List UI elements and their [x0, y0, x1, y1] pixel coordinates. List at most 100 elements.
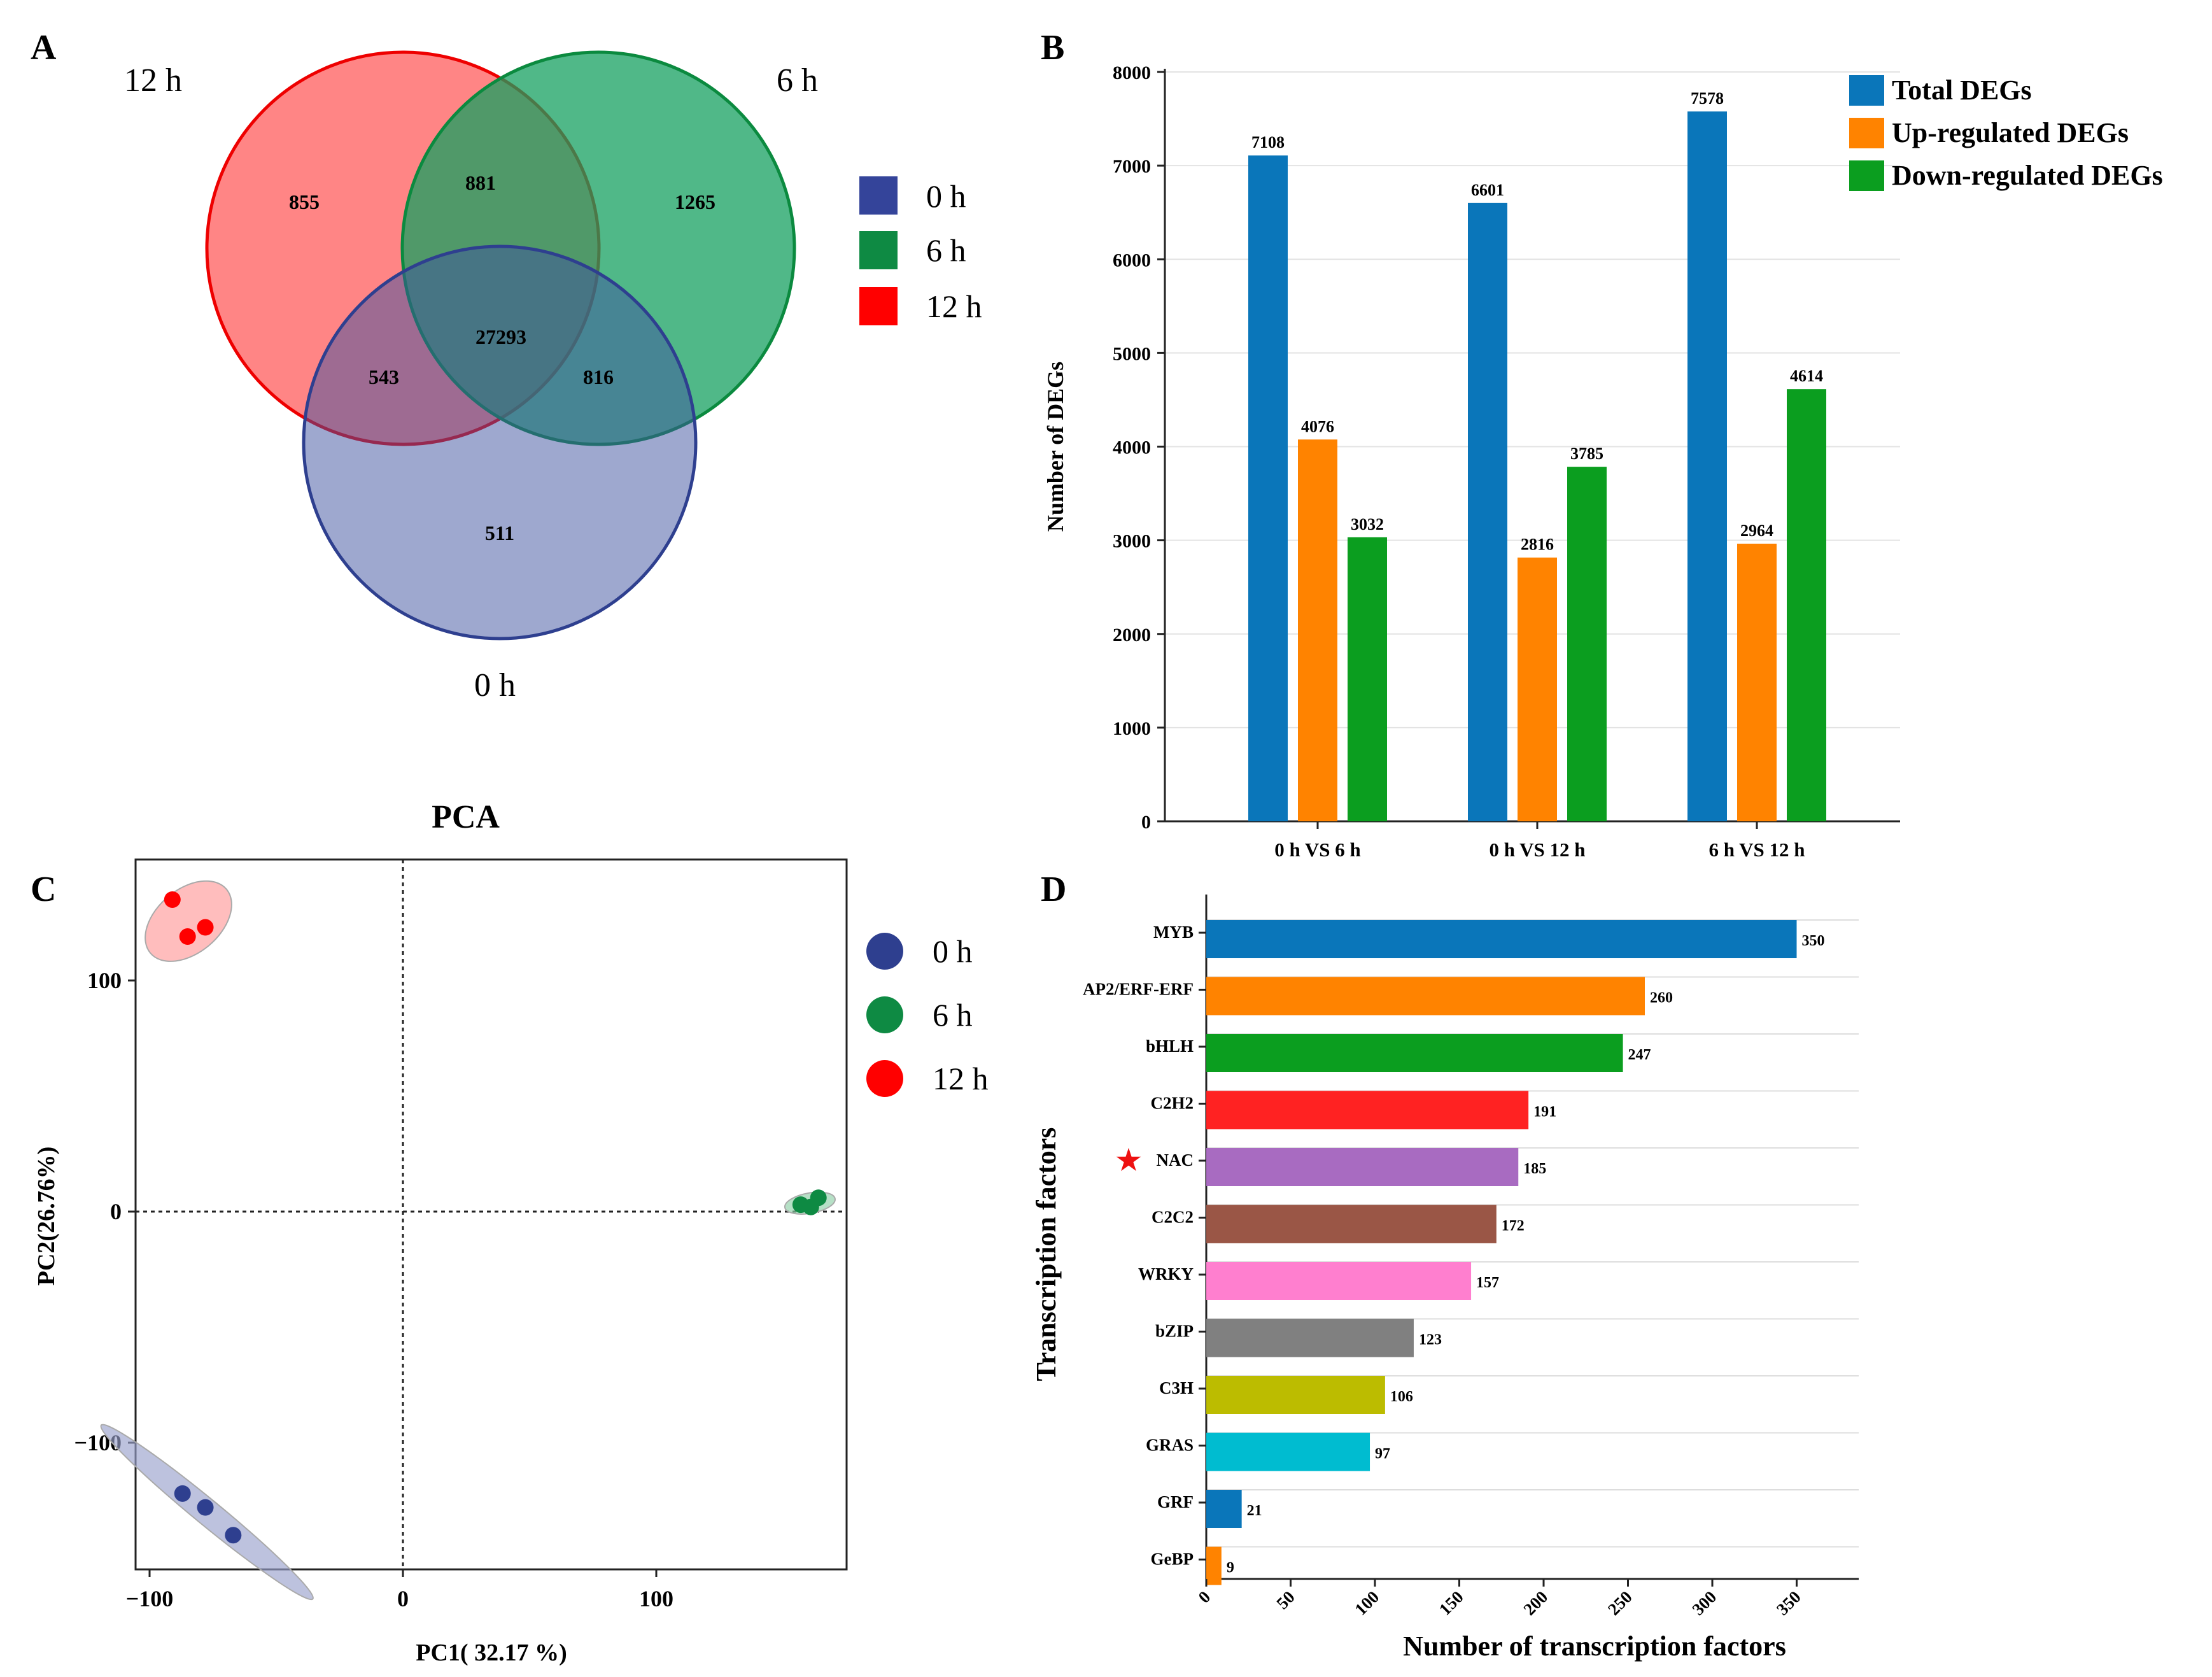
b-bar-value-label: 3032 — [1351, 515, 1384, 534]
d-bar-value-label: 191 — [1533, 1104, 1556, 1121]
panel-label-d: D — [1041, 870, 1066, 909]
c-legend-label: 6 h — [933, 997, 973, 1033]
venn-set-label-0h: 0 h — [474, 667, 516, 704]
d-x-tick-label: 150 — [1435, 1587, 1467, 1619]
b-legend-swatch — [1849, 160, 1884, 191]
b-bar — [1248, 155, 1288, 822]
b-y-tick-label: 7000 — [1113, 156, 1151, 177]
c-y-axis-title: PC2(26.76%) — [33, 1147, 60, 1285]
b-x-tick-label: 0 h VS 6 h — [1274, 838, 1361, 861]
d-x-axis-title: Number of transcription factors — [1403, 1631, 1786, 1662]
b-bar — [1348, 537, 1387, 821]
venn-value-12h-0h: 543 — [369, 365, 399, 388]
b-bar-value-label: 4614 — [1790, 367, 1823, 385]
deg-bar-chart: 0 1000 2000 3000 4000 5000 6000 7000 8000 Number … — [1043, 62, 2163, 861]
panel-label-b: B — [1041, 28, 1064, 67]
c-x-tick-label: −100 — [126, 1586, 174, 1611]
b-y-tick-label: 3000 — [1113, 531, 1151, 552]
d-x-tick-label: 300 — [1688, 1587, 1720, 1619]
b-bar-value-label: 7578 — [1691, 89, 1724, 108]
venn-value-only-6h: 1265 — [675, 190, 715, 213]
d-x-tick-label: 100 — [1351, 1587, 1383, 1619]
d-x-tick-label: 200 — [1519, 1587, 1551, 1619]
d-bar — [1206, 1319, 1414, 1357]
d-y-tick-label: NAC — [1157, 1150, 1194, 1170]
b-x-tick-label: 0 h VS 12 h — [1489, 838, 1585, 861]
c-x-axis-title: PC1( 32.17 %) — [416, 1639, 567, 1666]
venn-circle-0h — [302, 244, 698, 640]
b-y-tick-label: 1000 — [1113, 718, 1151, 739]
d-star-icon: ★ — [1115, 1142, 1143, 1178]
b-bar — [1787, 389, 1826, 821]
d-bar-value-label: 185 — [1523, 1161, 1546, 1177]
d-bar — [1206, 1148, 1519, 1186]
b-legend-label: Total DEGs — [1892, 74, 2032, 106]
c-y-tick-label: 100 — [87, 968, 122, 993]
c-x-tick-label: 100 — [639, 1586, 673, 1611]
venn-diagram: 12 h 6 h 0 h 855 881 1265 27293 543 816 … — [124, 50, 982, 704]
c-cluster-ellipse — [144, 880, 232, 962]
panel-label-c: C — [31, 870, 56, 909]
d-bar — [1206, 1091, 1529, 1129]
d-bar — [1206, 1490, 1242, 1528]
b-bar-value-label: 2964 — [1740, 521, 1773, 540]
d-y-tick-label: C3H — [1159, 1378, 1194, 1398]
d-y-tick-label: C2H2 — [1151, 1094, 1194, 1113]
c-point — [164, 891, 181, 908]
c-x-tick-label: 0 — [397, 1586, 409, 1611]
venn-set-label-6h: 6 h — [777, 62, 818, 99]
c-legend-label: 12 h — [933, 1061, 989, 1096]
b-y-tick-label: 0 — [1141, 812, 1151, 833]
d-bar-value-label: 97 — [1375, 1446, 1390, 1462]
venn-value-only-12h: 855 — [289, 190, 320, 213]
panel-label-a: A — [31, 28, 57, 67]
d-x-tick-label: 0 — [1194, 1587, 1214, 1607]
b-legend-swatch — [1849, 75, 1884, 106]
d-bar-value-label: 9 — [1227, 1560, 1234, 1576]
d-y-tick-label: MYB — [1153, 923, 1194, 942]
b-bar — [1468, 202, 1507, 821]
c-legend-marker — [866, 933, 903, 970]
d-y-axis-title: Transcription factors — [1031, 1128, 1062, 1382]
d-x-tick-label: 350 — [1773, 1587, 1805, 1619]
d-x-tick-label: 50 — [1272, 1587, 1298, 1613]
d-bar-value-label: 172 — [1502, 1218, 1525, 1235]
d-y-tick-label: bZIP — [1155, 1322, 1194, 1341]
d-bar — [1206, 1433, 1370, 1471]
b-y-tick-label: 4000 — [1113, 437, 1151, 458]
b-bar-value-label: 2816 — [1521, 535, 1554, 554]
b-y-axis-title: Number of DEGs — [1043, 362, 1068, 532]
b-bar-value-label: 4076 — [1301, 417, 1334, 435]
b-legend-swatch — [1849, 118, 1884, 148]
venn-value-6h-0h: 816 — [583, 365, 614, 388]
d-bar — [1206, 1262, 1472, 1300]
c-plot-frame — [134, 858, 848, 1571]
d-bar-value-label: 106 — [1390, 1389, 1413, 1405]
venn-set-label-12h: 12 h — [124, 62, 182, 99]
c-chart-title: PCA — [432, 799, 500, 835]
b-y-tick-label: 8000 — [1113, 62, 1151, 83]
c-point — [810, 1189, 827, 1206]
venn-value-only-0h: 511 — [485, 521, 514, 544]
b-y-tick-label: 6000 — [1113, 250, 1151, 271]
c-legend-label: 0 h — [933, 933, 973, 969]
d-bar-value-label: 350 — [1802, 933, 1825, 949]
d-bar — [1206, 1546, 1222, 1585]
d-bar-value-label: 123 — [1419, 1332, 1442, 1348]
b-y-tick-label: 5000 — [1113, 343, 1151, 364]
c-point — [179, 928, 196, 945]
b-y-tick-label: 2000 — [1113, 625, 1151, 646]
venn-legend-label-0h: 0 h — [926, 178, 966, 214]
c-point — [197, 1499, 214, 1516]
venn-value-all: 27293 — [476, 325, 526, 348]
d-y-tick-label: WRKY — [1138, 1264, 1194, 1284]
c-point — [197, 919, 214, 936]
b-bar-value-label: 6601 — [1471, 181, 1504, 199]
d-y-tick-label: GRF — [1157, 1492, 1194, 1511]
c-legend-marker — [866, 996, 903, 1033]
c-point — [174, 1485, 191, 1502]
d-bar — [1206, 1205, 1497, 1243]
b-bar-value-label: 7108 — [1251, 133, 1285, 152]
